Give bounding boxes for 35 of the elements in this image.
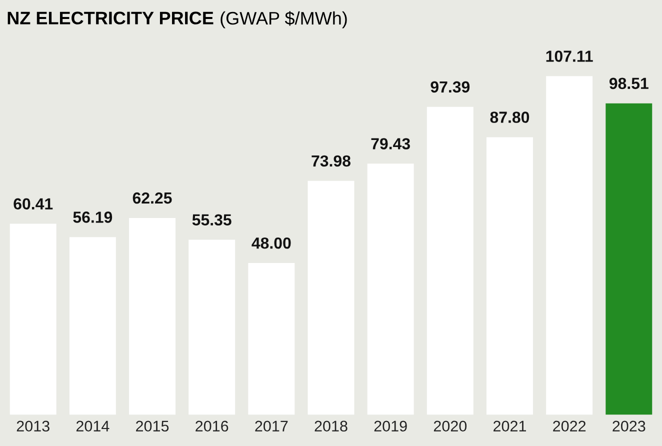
bar: [10, 224, 56, 415]
data-label: 73.98: [312, 155, 350, 167]
x-tick-label: 2020: [434, 420, 467, 432]
x-tick-label: 2017: [255, 420, 288, 432]
data-label: 48.00: [252, 237, 291, 249]
bar: [188, 240, 236, 415]
data-label: 107.11: [546, 50, 593, 62]
chart-subtitle: (GWAP $/MWh): [220, 11, 347, 28]
data-label: 87.80: [490, 112, 530, 123]
bar: [486, 137, 533, 415]
bar: [426, 106, 474, 415]
x-tick-label: 2022: [553, 420, 586, 432]
data-label: 62.25: [132, 192, 172, 204]
x-tick-label: 2023: [612, 420, 646, 432]
data-label: 55.35: [192, 214, 232, 226]
chart-title: NZ ELECTRICITY PRICE: [8, 12, 214, 24]
x-tick-label: 2021: [494, 420, 526, 432]
bar: [546, 76, 593, 415]
bar: [367, 164, 414, 415]
x-tick-label: 2016: [196, 420, 228, 432]
x-tick-label: 2018: [314, 420, 348, 432]
bar: [129, 218, 176, 415]
bar: [308, 180, 354, 415]
bar: [248, 263, 295, 415]
data-label: 79.43: [371, 138, 410, 150]
x-tick-label: 2014: [76, 420, 110, 432]
x-tick-label: 2013: [16, 420, 50, 432]
bar: [69, 237, 116, 415]
data-label: 56.19: [73, 212, 112, 223]
x-tick-label: 2019: [374, 420, 407, 432]
data-label: 98.51: [609, 78, 648, 90]
data-label: 60.41: [14, 198, 53, 210]
x-tick-label: 2015: [136, 420, 169, 432]
bar: [606, 103, 652, 415]
data-label: 97.39: [430, 81, 470, 93]
